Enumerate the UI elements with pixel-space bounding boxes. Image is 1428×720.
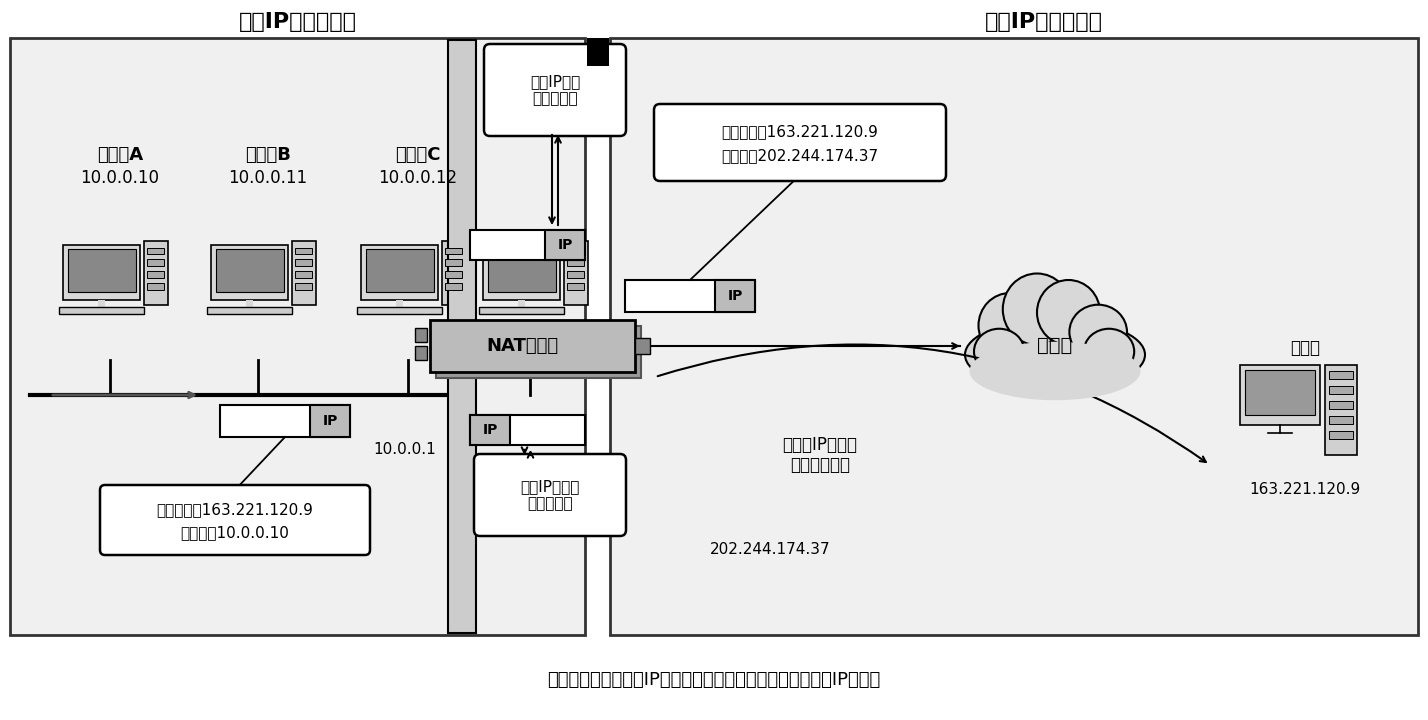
FancyBboxPatch shape [296, 271, 313, 278]
Text: 目标地址：163.221.120.9: 目标地址：163.221.120.9 [157, 503, 313, 518]
FancyBboxPatch shape [366, 249, 434, 292]
FancyBboxPatch shape [416, 346, 427, 360]
FancyBboxPatch shape [1329, 431, 1352, 439]
FancyBboxPatch shape [1325, 365, 1357, 455]
Text: IP: IP [323, 414, 337, 428]
Ellipse shape [970, 342, 1141, 400]
FancyBboxPatch shape [147, 259, 164, 266]
FancyBboxPatch shape [487, 249, 555, 292]
Text: 与全局IP地址的
设备之间通信: 与全局IP地址的 设备之间通信 [783, 436, 857, 474]
FancyBboxPatch shape [446, 248, 463, 254]
Text: NAT路由器: NAT路由器 [487, 337, 558, 355]
Text: 202.244.174.37: 202.244.174.37 [710, 542, 831, 557]
FancyBboxPatch shape [100, 485, 370, 555]
FancyBboxPatch shape [443, 240, 466, 305]
Ellipse shape [1002, 274, 1071, 345]
FancyBboxPatch shape [296, 248, 313, 254]
FancyBboxPatch shape [436, 326, 641, 378]
Text: 客户端A: 客户端A [97, 146, 143, 164]
Text: IP: IP [483, 423, 498, 437]
Ellipse shape [1037, 280, 1100, 345]
FancyBboxPatch shape [59, 307, 144, 314]
FancyBboxPatch shape [416, 328, 427, 342]
FancyBboxPatch shape [470, 415, 585, 445]
Text: 源地址：202.244.174.37: 源地址：202.244.174.37 [721, 148, 878, 163]
FancyBboxPatch shape [361, 245, 438, 300]
FancyBboxPatch shape [1240, 365, 1319, 425]
FancyBboxPatch shape [1329, 371, 1352, 379]
Ellipse shape [974, 329, 1024, 374]
FancyBboxPatch shape [1245, 370, 1315, 415]
FancyBboxPatch shape [357, 307, 443, 314]
Ellipse shape [1070, 305, 1127, 359]
FancyBboxPatch shape [1329, 401, 1352, 409]
Text: 163.221.120.9: 163.221.120.9 [1250, 482, 1361, 498]
FancyBboxPatch shape [446, 259, 463, 266]
FancyBboxPatch shape [430, 320, 635, 372]
FancyBboxPatch shape [654, 104, 945, 181]
FancyBboxPatch shape [296, 259, 313, 266]
FancyBboxPatch shape [207, 307, 291, 314]
FancyBboxPatch shape [10, 38, 585, 635]
FancyBboxPatch shape [567, 283, 584, 290]
FancyBboxPatch shape [610, 38, 1418, 635]
Ellipse shape [965, 319, 1145, 390]
Text: 互联网: 互联网 [1037, 336, 1072, 354]
FancyBboxPatch shape [625, 280, 755, 312]
FancyBboxPatch shape [474, 454, 625, 536]
Text: 目标地址：163.221.120.9: 目标地址：163.221.120.9 [721, 125, 878, 140]
FancyBboxPatch shape [147, 283, 164, 290]
Text: 10.0.0.1: 10.0.0.1 [374, 443, 437, 457]
Text: 10.0.0.12: 10.0.0.12 [378, 169, 457, 187]
Ellipse shape [978, 293, 1041, 358]
Text: 10.0.0.10: 10.0.0.10 [80, 169, 160, 187]
FancyBboxPatch shape [67, 249, 136, 292]
Text: 源地址：10.0.0.10: 源地址：10.0.0.10 [180, 526, 290, 541]
FancyBboxPatch shape [446, 283, 463, 290]
Bar [246, 300, 253, 307]
FancyBboxPatch shape [446, 271, 463, 278]
FancyBboxPatch shape [470, 230, 585, 260]
FancyBboxPatch shape [567, 248, 584, 254]
Text: 服务器: 服务器 [1289, 339, 1319, 357]
FancyBboxPatch shape [63, 245, 140, 300]
Text: IP: IP [727, 289, 743, 303]
FancyBboxPatch shape [147, 248, 164, 254]
FancyBboxPatch shape [216, 249, 284, 292]
Text: 转换IP首部
中的源地址: 转换IP首部 中的源地址 [530, 73, 580, 107]
Text: 私有IP地址的世界: 私有IP地址的世界 [238, 12, 357, 32]
FancyBboxPatch shape [470, 415, 510, 445]
FancyBboxPatch shape [567, 259, 584, 266]
FancyBboxPatch shape [635, 338, 650, 354]
FancyBboxPatch shape [310, 405, 350, 437]
FancyBboxPatch shape [484, 44, 625, 136]
Bar [99, 300, 104, 307]
Text: 局域网内设置为私有IP地址，在与外部通信时被替换成全局IP地址。: 局域网内设置为私有IP地址，在与外部通信时被替换成全局IP地址。 [547, 671, 881, 689]
FancyBboxPatch shape [587, 38, 608, 66]
FancyBboxPatch shape [567, 271, 584, 278]
Bar [396, 300, 403, 307]
Text: 客户端B: 客户端B [246, 146, 291, 164]
FancyBboxPatch shape [144, 240, 169, 305]
FancyBboxPatch shape [291, 240, 316, 305]
FancyBboxPatch shape [478, 307, 564, 314]
Text: 客户端C: 客户端C [396, 146, 441, 164]
FancyBboxPatch shape [715, 280, 755, 312]
FancyBboxPatch shape [448, 40, 476, 633]
Text: IP: IP [557, 238, 573, 252]
Bar [518, 300, 526, 307]
FancyBboxPatch shape [211, 245, 288, 300]
FancyBboxPatch shape [1329, 416, 1352, 424]
Text: 转换IP首部中
的目标地址: 转换IP首部中 的目标地址 [520, 479, 580, 511]
Text: 10.0.0.11: 10.0.0.11 [228, 169, 307, 187]
FancyBboxPatch shape [483, 245, 560, 300]
FancyBboxPatch shape [220, 405, 350, 437]
FancyBboxPatch shape [564, 240, 588, 305]
Text: 全局IP地址的世界: 全局IP地址的世界 [985, 12, 1102, 32]
FancyBboxPatch shape [296, 283, 313, 290]
Ellipse shape [1084, 329, 1134, 374]
FancyBboxPatch shape [1329, 386, 1352, 394]
FancyBboxPatch shape [545, 230, 585, 260]
FancyBboxPatch shape [147, 271, 164, 278]
